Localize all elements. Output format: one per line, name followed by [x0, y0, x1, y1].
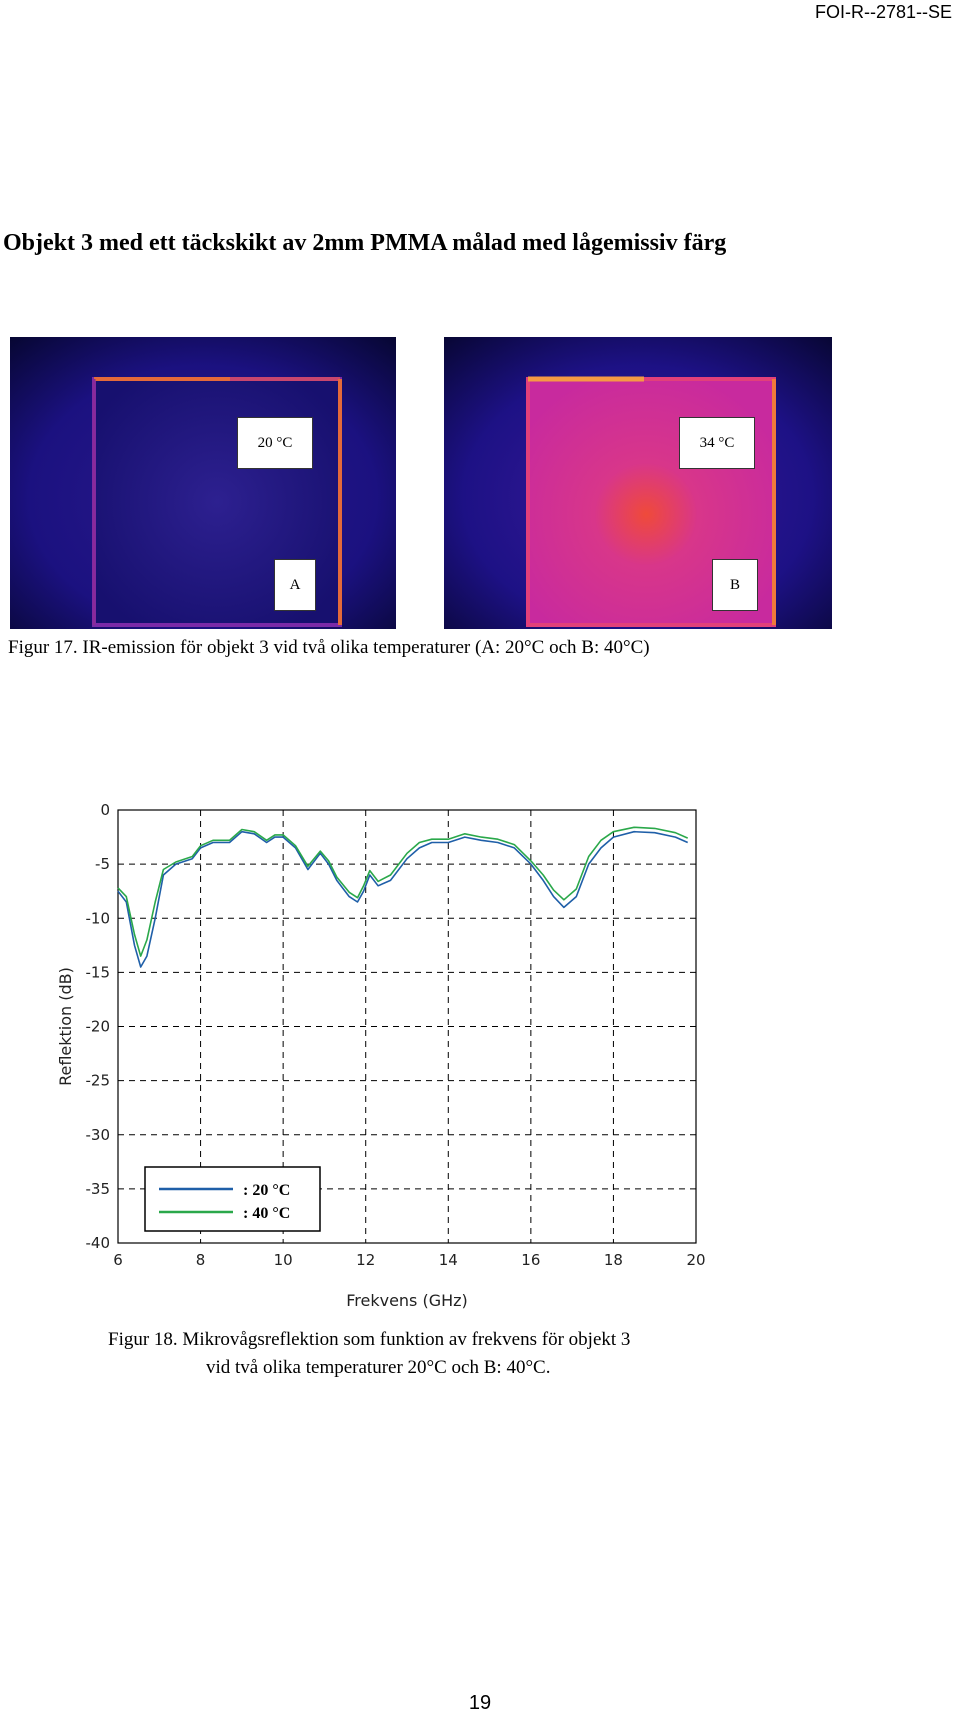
y-tick-label: -15	[86, 963, 111, 981]
page-number: 19	[468, 1692, 492, 1714]
x-tick-label: 10	[274, 1251, 293, 1269]
figure18-caption-line2: vid två olika temperaturer 20°C och B: 4…	[206, 1357, 551, 1378]
x-axis-label: Frekvens (GHz)	[346, 1291, 468, 1310]
x-tick-label: 8	[196, 1251, 206, 1269]
chart-series	[117, 826, 689, 968]
y-tick-label: -35	[86, 1180, 111, 1198]
panel-label-b: B	[712, 559, 758, 611]
figure17-caption: Figur 17. IR-emission för objekt 3 vid t…	[8, 637, 650, 658]
x-tick-label: 6	[113, 1251, 123, 1269]
reflection-chart: 6 8 10 12 14 16 18 20 0 -5 -10 -15 -20 -25 -30 -35 -40 F…	[56, 801, 706, 1310]
x-tick-label: 14	[439, 1251, 458, 1269]
y-tick-label: -5	[95, 855, 110, 873]
x-tick-label: 18	[604, 1251, 623, 1269]
legend-label-20c: : 20 °C	[243, 1182, 290, 1199]
x-tick-label: 16	[521, 1251, 540, 1269]
y-tick-label: -25	[86, 1072, 111, 1090]
chart-ticks: 6 8 10 12 14 16 18 20 0 -5 -10 -15 -20 -25 -30 -35 -40	[86, 801, 706, 1269]
x-tick-label: 12	[356, 1251, 375, 1269]
temp-label-b: 34 °C	[679, 417, 755, 469]
temp-label-a: 20 °C	[237, 417, 313, 469]
y-axis-label: Reflektion (dB)	[56, 967, 75, 1086]
y-tick-label: -10	[86, 909, 111, 927]
report-id: FOI-R--2781--SE	[814, 2, 952, 22]
ir-image-a: 20 °C A	[10, 337, 396, 629]
panel-label-a: A	[274, 559, 316, 611]
y-tick-label: -20	[86, 1018, 111, 1036]
legend-label-40c: : 40 °C	[243, 1205, 290, 1222]
plot-area-border	[117, 809, 697, 1244]
y-tick-label: 0	[100, 801, 110, 819]
figure18-caption-line1: Figur 18. Mikrovågsreflektion som funkti…	[108, 1329, 631, 1350]
y-tick-label: -40	[86, 1234, 111, 1252]
y-tick-label: -30	[86, 1126, 111, 1144]
series-line-0	[117, 830, 689, 968]
series-line-1	[117, 826, 689, 957]
x-tick-label: 20	[686, 1251, 705, 1269]
chart-legend: : 20 °C : 40 °C	[144, 1166, 321, 1232]
chart-grid	[118, 810, 696, 1243]
section-heading: Objekt 3 med ett täckskikt av 2mm PMMA m…	[3, 230, 727, 256]
ir-image-b: 34 °C B	[444, 337, 832, 629]
legend-box	[144, 1166, 321, 1232]
